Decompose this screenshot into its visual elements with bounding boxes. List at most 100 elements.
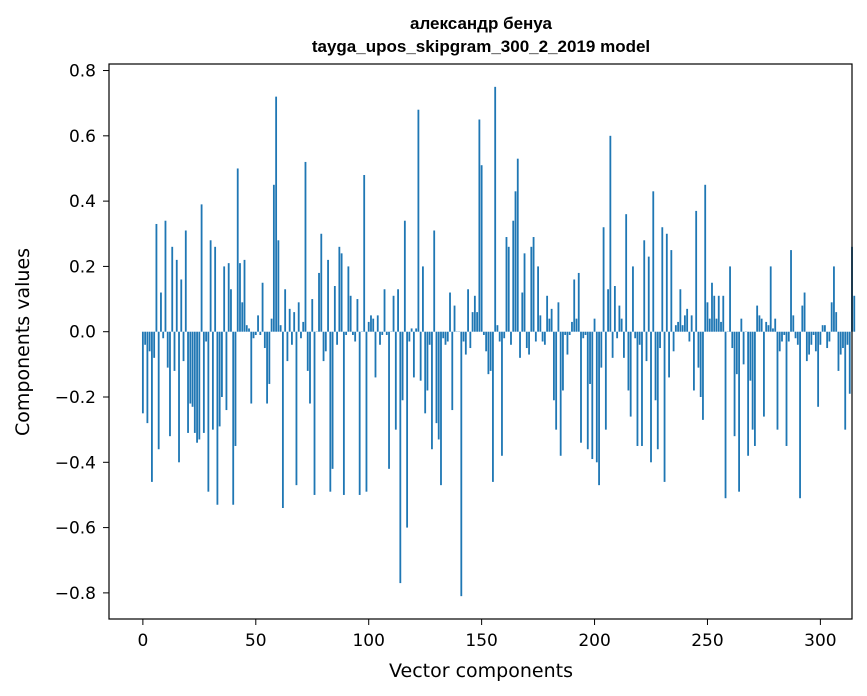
y-tick-label: −0.2 bbox=[55, 388, 96, 408]
y-tick-label: 0.2 bbox=[69, 257, 96, 277]
bar-90 bbox=[345, 331, 348, 335]
bar-298 bbox=[814, 331, 817, 352]
bar-25 bbox=[198, 331, 201, 440]
bar-6 bbox=[155, 223, 158, 332]
bar-187 bbox=[564, 331, 567, 335]
bar-253 bbox=[713, 295, 716, 332]
bar-157 bbox=[496, 325, 499, 332]
bar-315 bbox=[853, 295, 856, 332]
bar-2 bbox=[146, 331, 149, 424]
bar-41 bbox=[234, 331, 237, 446]
bar-12 bbox=[169, 331, 171, 437]
bar-262 bbox=[733, 331, 736, 437]
bar-142 bbox=[462, 331, 465, 342]
bar-258 bbox=[724, 331, 727, 499]
bar-84 bbox=[331, 331, 334, 469]
bar-287 bbox=[790, 250, 792, 332]
bar-138 bbox=[453, 305, 456, 332]
x-tick-label: 0 bbox=[137, 631, 148, 651]
bar-152 bbox=[485, 331, 488, 352]
bar-279 bbox=[772, 328, 774, 332]
bar-18 bbox=[182, 331, 185, 362]
bar-162 bbox=[507, 246, 510, 332]
bar-225 bbox=[650, 331, 652, 463]
bar-72 bbox=[304, 161, 307, 332]
bar-34 bbox=[218, 331, 221, 427]
bar-301 bbox=[821, 325, 824, 332]
bar-300 bbox=[819, 331, 822, 345]
bar-118 bbox=[408, 331, 411, 342]
bar-272 bbox=[756, 305, 759, 332]
bar-304 bbox=[828, 331, 831, 342]
bar-116 bbox=[403, 220, 406, 332]
bar-266 bbox=[742, 331, 745, 365]
bar-222 bbox=[643, 240, 646, 332]
bar-203 bbox=[600, 331, 603, 368]
bar-254 bbox=[715, 318, 718, 332]
bar-299 bbox=[817, 331, 820, 407]
bar-130 bbox=[435, 331, 438, 424]
bar-147 bbox=[473, 295, 476, 332]
bar-38 bbox=[227, 263, 230, 332]
bar-120 bbox=[412, 331, 415, 378]
bar-177 bbox=[541, 331, 544, 342]
bar-194 bbox=[580, 331, 582, 443]
bar-289 bbox=[794, 331, 797, 339]
y-axis-label: Components values bbox=[12, 248, 34, 436]
bar-59 bbox=[275, 96, 278, 332]
bar-172 bbox=[530, 246, 533, 332]
bar-305 bbox=[830, 302, 833, 332]
bar-85 bbox=[333, 286, 336, 332]
bar-276 bbox=[765, 321, 768, 332]
bar-107 bbox=[383, 289, 386, 332]
bar-230 bbox=[661, 227, 664, 332]
bar-101 bbox=[370, 315, 372, 332]
bar-219 bbox=[636, 331, 639, 446]
y-tick-label: 0.0 bbox=[69, 323, 96, 343]
bar-286 bbox=[787, 331, 790, 342]
bar-151 bbox=[482, 331, 485, 335]
bar-218 bbox=[634, 331, 637, 339]
bar-127 bbox=[428, 331, 431, 345]
bar-224 bbox=[647, 256, 650, 332]
bar-108 bbox=[385, 331, 388, 335]
bar-184 bbox=[557, 302, 560, 332]
bar-278 bbox=[769, 266, 772, 332]
bar-217 bbox=[632, 266, 634, 332]
bar-155 bbox=[492, 331, 494, 482]
bar-158 bbox=[498, 331, 501, 342]
bar-92 bbox=[349, 295, 352, 332]
bar-71 bbox=[302, 321, 305, 332]
bar-111 bbox=[392, 295, 395, 332]
bar-135 bbox=[446, 331, 449, 342]
bar-78 bbox=[318, 272, 320, 332]
bar-141 bbox=[460, 331, 463, 597]
bar-165 bbox=[514, 191, 517, 332]
bar-88 bbox=[340, 253, 343, 332]
bar-109 bbox=[388, 331, 390, 469]
bar-245 bbox=[695, 210, 698, 332]
bar-57 bbox=[270, 318, 273, 332]
bar-156 bbox=[494, 86, 497, 332]
bar-45 bbox=[243, 259, 246, 332]
bar-176 bbox=[539, 315, 542, 332]
bar-48 bbox=[250, 331, 253, 404]
bar-51 bbox=[257, 315, 259, 332]
x-axis-label: Vector components bbox=[389, 660, 573, 682]
bar-250 bbox=[706, 302, 709, 332]
bar-56 bbox=[268, 331, 271, 384]
bar-32 bbox=[214, 246, 217, 332]
bar-26 bbox=[200, 204, 203, 332]
bar-290 bbox=[796, 331, 799, 345]
bar-21 bbox=[189, 331, 192, 404]
bar-7 bbox=[157, 331, 160, 450]
bar-270 bbox=[751, 331, 754, 430]
bar-29 bbox=[207, 331, 210, 492]
bar-146 bbox=[471, 312, 474, 332]
bar-202 bbox=[598, 331, 600, 486]
bar-68 bbox=[295, 331, 298, 486]
bar-60 bbox=[277, 240, 280, 332]
bar-182 bbox=[552, 331, 555, 401]
bar-175 bbox=[537, 266, 539, 332]
bar-24 bbox=[196, 331, 198, 443]
